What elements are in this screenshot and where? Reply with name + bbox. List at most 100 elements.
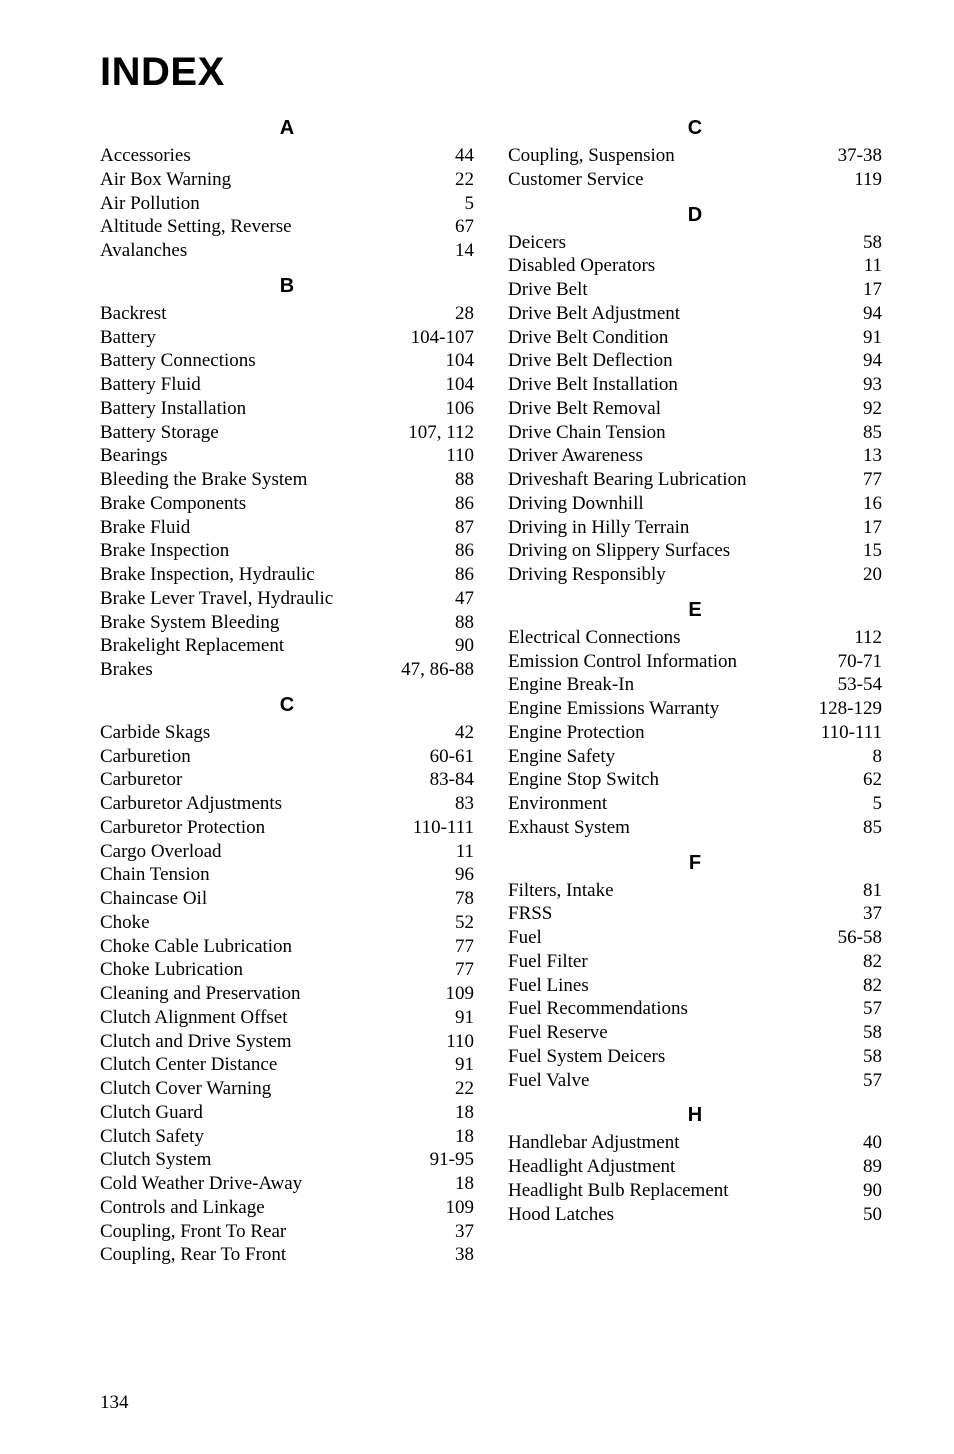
entry-page: 56-58 bbox=[836, 926, 882, 950]
index-entry: Fuel System Deicers 58 bbox=[508, 1045, 882, 1069]
page-number: 134 bbox=[100, 1392, 129, 1414]
index-entry: Engine Safety 8 bbox=[508, 745, 882, 769]
entry-page: 67 bbox=[453, 215, 474, 239]
entry-label: Driveshaft Bearing Lubrication bbox=[508, 468, 746, 492]
index-entry: Chaincase Oil 78 bbox=[100, 887, 474, 911]
entry-page: 37 bbox=[861, 902, 882, 926]
index-entry: Clutch Alignment Offset 91 bbox=[100, 1006, 474, 1030]
index-entry: Carburetor Protection 110-111 bbox=[100, 816, 474, 840]
index-entry: Battery Connections 104 bbox=[100, 349, 474, 373]
entry-label: Driving Downhill bbox=[508, 492, 644, 516]
index-entry: Clutch System 91-95 bbox=[100, 1148, 474, 1172]
section-letter: C bbox=[100, 694, 474, 717]
entry-label: Chain Tension bbox=[100, 863, 210, 887]
entry-page: 104-107 bbox=[409, 326, 474, 350]
section-letter: C bbox=[508, 117, 882, 140]
entry-label: Clutch Safety bbox=[100, 1125, 204, 1149]
entry-label: Clutch Guard bbox=[100, 1101, 203, 1125]
entry-label: Backrest bbox=[100, 302, 166, 326]
index-entry: Emission Control Information 70-71 bbox=[508, 650, 882, 674]
index-entry: Choke Cable Lubrication 77 bbox=[100, 935, 474, 959]
entry-page: 60-61 bbox=[428, 745, 474, 769]
index-entry: Accessories 44 bbox=[100, 144, 474, 168]
index-entry: Battery Fluid 104 bbox=[100, 373, 474, 397]
entry-page: 96 bbox=[453, 863, 474, 887]
index-entry: Fuel Recommendations 57 bbox=[508, 997, 882, 1021]
entry-label: Drive Chain Tension bbox=[508, 421, 666, 445]
entry-label: Driver Awareness bbox=[508, 444, 643, 468]
index-entry: Air Pollution 5 bbox=[100, 192, 474, 216]
entry-label: Fuel Filter bbox=[508, 950, 588, 974]
index-entry: Altitude Setting, Reverse 67 bbox=[100, 215, 474, 239]
entry-page: 92 bbox=[861, 397, 882, 421]
entry-label: Fuel Lines bbox=[508, 974, 589, 998]
entry-page: 37-38 bbox=[836, 144, 882, 168]
entry-label: Choke Cable Lubrication bbox=[100, 935, 292, 959]
index-entry: Brake Inspection, Hydraulic 86 bbox=[100, 563, 474, 587]
entry-page: 5 bbox=[463, 192, 475, 216]
entry-label: Carburetor Protection bbox=[100, 816, 265, 840]
entry-page: 112 bbox=[852, 626, 882, 650]
entry-page: 81 bbox=[861, 879, 882, 903]
index-entry: Engine Protection 110-111 bbox=[508, 721, 882, 745]
entry-label: Brakelight Replacement bbox=[100, 634, 284, 658]
entry-page: 91 bbox=[453, 1053, 474, 1077]
index-entry: Bearings 110 bbox=[100, 444, 474, 468]
entry-label: Drive Belt Installation bbox=[508, 373, 678, 397]
entry-label: Cold Weather Drive-Away bbox=[100, 1172, 302, 1196]
index-entry: Driving in Hilly Terrain 17 bbox=[508, 516, 882, 540]
entry-label: Battery Installation bbox=[100, 397, 246, 421]
index-entry: Drive Belt Installation 93 bbox=[508, 373, 882, 397]
index-entry: Driving Downhill 16 bbox=[508, 492, 882, 516]
index-entry: Choke 52 bbox=[100, 911, 474, 935]
entry-page: 15 bbox=[861, 539, 882, 563]
entry-page: 91 bbox=[453, 1006, 474, 1030]
index-entry: Brake System Bleeding 88 bbox=[100, 611, 474, 635]
section-letter: D bbox=[508, 204, 882, 227]
entry-label: Brakes bbox=[100, 658, 153, 682]
section-letter: B bbox=[100, 275, 474, 298]
entry-page: 70-71 bbox=[836, 650, 882, 674]
index-column-left: AAccessories 44Air Box Warning 22Air Pol… bbox=[100, 105, 474, 1267]
entry-label: Choke bbox=[100, 911, 150, 935]
page-title: INDEX bbox=[100, 50, 882, 95]
entry-label: Clutch Center Distance bbox=[100, 1053, 277, 1077]
index-entry: Controls and Linkage 109 bbox=[100, 1196, 474, 1220]
entry-label: Drive Belt Condition bbox=[508, 326, 668, 350]
entry-page: 58 bbox=[861, 231, 882, 255]
index-entry: Avalanches 14 bbox=[100, 239, 474, 263]
index-entry: Drive Belt 17 bbox=[508, 278, 882, 302]
entry-label: Altitude Setting, Reverse bbox=[100, 215, 292, 239]
page: INDEX AAccessories 44Air Box Warning 22A… bbox=[0, 0, 954, 1454]
entry-page: 77 bbox=[453, 958, 474, 982]
entry-page: 14 bbox=[453, 239, 474, 263]
entry-label: Carbide Skags bbox=[100, 721, 210, 745]
index-entry: Deicers 58 bbox=[508, 231, 882, 255]
entry-page: 17 bbox=[861, 516, 882, 540]
index-entry: Hood Latches 50 bbox=[508, 1203, 882, 1227]
entry-page: 57 bbox=[861, 997, 882, 1021]
index-entry: Battery 104-107 bbox=[100, 326, 474, 350]
index-entry: Filters, Intake 81 bbox=[508, 879, 882, 903]
entry-label: Clutch System bbox=[100, 1148, 211, 1172]
entry-label: Filters, Intake bbox=[508, 879, 614, 903]
index-entry: Fuel 56-58 bbox=[508, 926, 882, 950]
entry-page: 47 bbox=[453, 587, 474, 611]
entry-label: Headlight Adjustment bbox=[508, 1155, 675, 1179]
index-entry: Clutch Cover Warning 22 bbox=[100, 1077, 474, 1101]
entry-page: 22 bbox=[453, 168, 474, 192]
entry-label: Drive Belt bbox=[508, 278, 588, 302]
entry-page: 106 bbox=[444, 397, 475, 421]
entry-page: 104 bbox=[444, 373, 475, 397]
entry-page: 119 bbox=[852, 168, 882, 192]
entry-page: 109 bbox=[444, 1196, 475, 1220]
section-letter: E bbox=[508, 599, 882, 622]
entry-page: 91-95 bbox=[428, 1148, 474, 1172]
entry-page: 104 bbox=[444, 349, 475, 373]
entry-page: 107, 112 bbox=[406, 421, 474, 445]
entry-page: 58 bbox=[861, 1021, 882, 1045]
entry-page: 110-111 bbox=[819, 721, 882, 745]
index-column-right: CCoupling, Suspension 37-38Customer Serv… bbox=[508, 105, 882, 1267]
index-entry: Brake Lever Travel, Hydraulic 47 bbox=[100, 587, 474, 611]
entry-page: 18 bbox=[453, 1125, 474, 1149]
